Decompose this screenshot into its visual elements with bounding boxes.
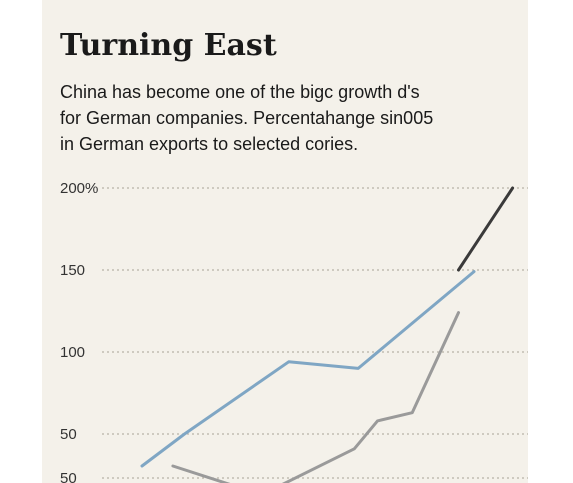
- series-line-1: [140, 270, 476, 468]
- line-chart: 200% 150 100 50 50: [60, 180, 528, 483]
- y-tick-label-2: 100: [60, 344, 85, 361]
- y-tick-label-3: 50: [60, 426, 77, 443]
- y-tick-label-0: 200%: [60, 180, 98, 197]
- chart-panel: Turning East China has become one of the…: [42, 0, 528, 483]
- subtitle-line-1: China has become one of the bigc growth …: [60, 82, 420, 102]
- y-axis-ticks: 200% 150 100 50 50: [60, 180, 98, 483]
- series-layer: [140, 186, 515, 483]
- y-tick-label-1: 150: [60, 262, 85, 279]
- chart-title: Turning East: [60, 28, 277, 63]
- y-tick-label-4: 50: [60, 470, 77, 483]
- subtitle-line-2: for German companies. Percentahange sin0…: [60, 108, 434, 128]
- grid-layer: [102, 187, 528, 479]
- series-line-2: [171, 311, 460, 483]
- series-line-3: [457, 186, 515, 272]
- chart-subtitle: China has become one of the bigc growth …: [60, 79, 528, 157]
- subtitle-line-3: in German exports to selected cories.: [60, 134, 359, 154]
